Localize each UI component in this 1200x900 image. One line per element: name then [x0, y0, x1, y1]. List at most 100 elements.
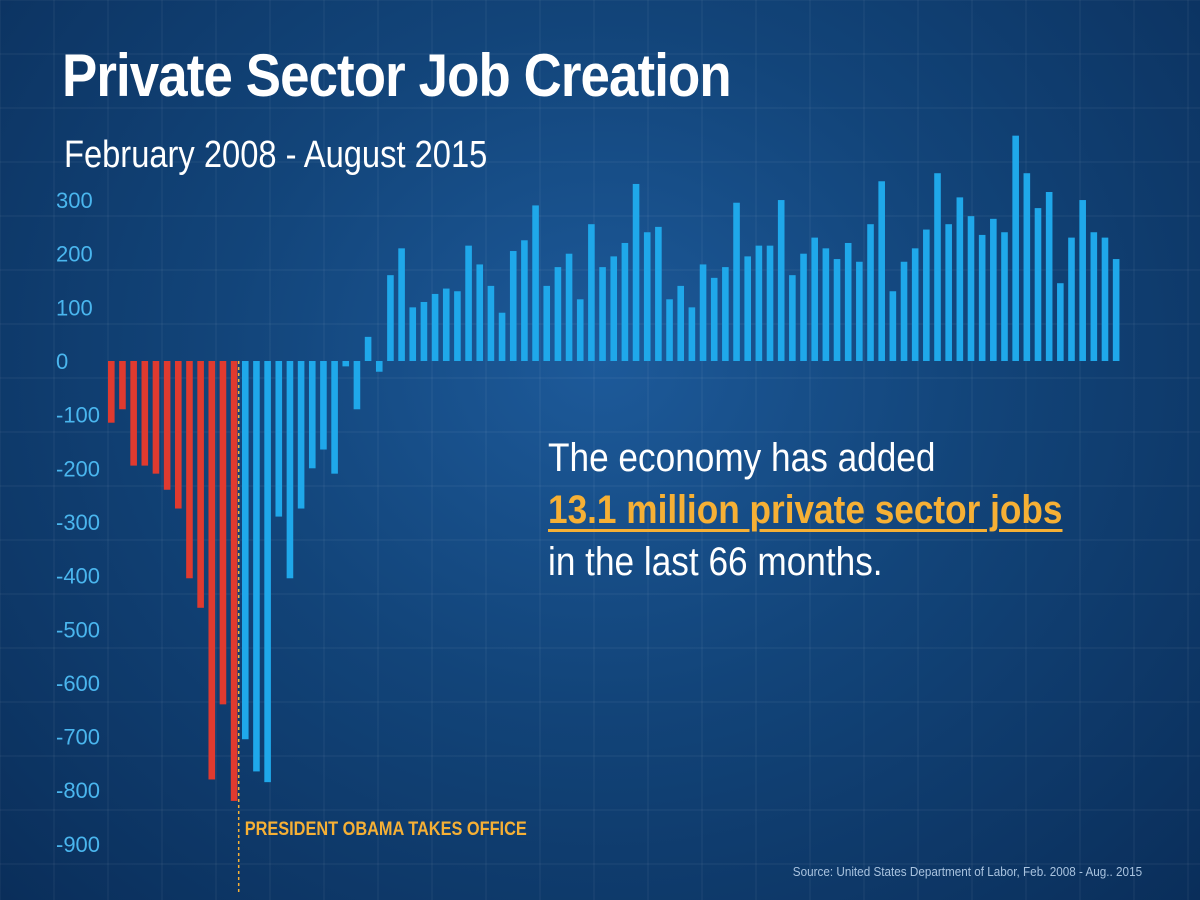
- bar-post-obama: [1112, 259, 1120, 361]
- y-tick-label: -300: [56, 510, 100, 535]
- y-tick-label: -900: [56, 832, 100, 857]
- bar-pre-obama: [152, 361, 160, 474]
- bar-post-obama: [867, 224, 874, 361]
- bar-post-obama: [521, 240, 528, 361]
- bar-post-obama: [911, 248, 919, 361]
- bar-post-obama: [1101, 237, 1109, 361]
- y-tick-label: 100: [56, 295, 93, 320]
- bar-post-obama: [364, 336, 372, 361]
- bar-post-obama: [431, 293, 439, 361]
- bar-post-obama: [643, 232, 651, 361]
- y-tick-label: -700: [56, 725, 100, 750]
- bar-post-obama: [253, 361, 260, 772]
- bar-post-obama: [722, 267, 729, 361]
- bar-post-obama: [978, 234, 986, 361]
- bar-post-obama: [688, 307, 696, 361]
- bar-post-obama: [264, 361, 271, 783]
- bar-post-obama: [744, 256, 751, 361]
- bar-post-obama: [1034, 208, 1042, 361]
- bar-post-obama: [1023, 173, 1031, 361]
- bar-post-obama: [1090, 232, 1098, 361]
- bar-post-obama: [923, 229, 930, 361]
- bar-post-obama: [699, 264, 707, 361]
- bar-post-obama: [532, 205, 539, 361]
- bar-post-obama: [632, 183, 640, 361]
- bar-post-obama: [297, 361, 305, 509]
- bar-pre-obama: [130, 361, 137, 466]
- page-subtitle: February 2008 - August 2015: [64, 134, 488, 176]
- bar-pre-obama: [197, 361, 204, 608]
- bar-post-obama: [655, 226, 662, 362]
- bar-post-obama: [1079, 200, 1086, 361]
- y-tick-label: -200: [56, 456, 100, 481]
- office-annotation: PRESIDENT OBAMA TAKES OFFICE: [245, 818, 527, 839]
- bar-post-obama: [588, 224, 595, 361]
- y-tick-label: 200: [56, 242, 93, 267]
- bar-post-obama: [967, 216, 975, 361]
- bar-post-obama: [409, 307, 417, 361]
- bar-post-obama: [387, 275, 394, 361]
- bar-pre-obama: [186, 361, 193, 579]
- bar-post-obama: [565, 253, 573, 361]
- bar-post-obama: [442, 288, 450, 361]
- page-title: Private Sector Job Creation: [62, 42, 732, 109]
- bar-post-obama: [509, 251, 517, 361]
- y-tick-label: 300: [56, 188, 93, 213]
- bar-pre-obama: [219, 361, 227, 705]
- y-tick-label: -100: [56, 403, 100, 428]
- bar-post-obama: [1012, 135, 1019, 361]
- bar-post-obama: [420, 301, 428, 361]
- bar-post-obama: [498, 312, 506, 361]
- bar-post-obama: [308, 361, 316, 469]
- bar-post-obama: [353, 361, 361, 410]
- bar-post-obama: [822, 248, 830, 361]
- bar-post-obama: [1057, 283, 1064, 361]
- bar-post-obama: [666, 299, 673, 361]
- bar-post-obama: [543, 285, 551, 361]
- bar-post-obama: [487, 285, 495, 361]
- bar-post-obama: [956, 197, 964, 361]
- bar-post-obama: [610, 256, 618, 361]
- bar-post-obama: [800, 253, 807, 361]
- bar-post-obama: [1045, 192, 1053, 361]
- bar-post-obama: [320, 361, 327, 450]
- bar-post-obama: [375, 361, 383, 372]
- bar-post-obama: [576, 299, 584, 361]
- callout-highlight: 13.1 million private sector jobs: [548, 488, 1063, 532]
- y-tick-label: 0: [56, 349, 68, 374]
- bar-post-obama: [900, 261, 908, 361]
- bar-post-obama: [465, 245, 472, 361]
- bar-post-obama: [733, 202, 740, 361]
- bar-post-obama: [554, 267, 562, 361]
- bar-pre-obama: [108, 361, 115, 423]
- bar-pre-obama: [174, 361, 182, 509]
- bar-post-obama: [275, 361, 283, 517]
- y-tick-label: -400: [56, 564, 100, 589]
- bar-post-obama: [476, 264, 484, 361]
- bar-post-obama: [945, 224, 952, 361]
- bar-post-obama: [878, 181, 885, 361]
- bar-post-obama: [710, 277, 718, 361]
- bar-pre-obama: [163, 361, 171, 490]
- y-tick-label: -500: [56, 617, 100, 642]
- bar-pre-obama: [230, 361, 238, 801]
- bar-post-obama: [777, 200, 785, 361]
- bar-post-obama: [889, 291, 897, 361]
- callout-line-1: The economy has added: [548, 436, 936, 480]
- bar-post-obama: [844, 242, 852, 361]
- bar-post-obama: [599, 267, 606, 361]
- bar-post-obama: [398, 248, 405, 361]
- bar-pre-obama: [119, 361, 126, 410]
- callout-text: The economy has added 13.1 million priva…: [548, 432, 1062, 588]
- y-tick-label: -600: [56, 671, 100, 696]
- y-tick-label: -800: [56, 778, 100, 803]
- bar-post-obama: [241, 361, 249, 740]
- bar-post-obama: [755, 245, 763, 361]
- bar-post-obama: [454, 291, 461, 361]
- bar-post-obama: [990, 218, 997, 361]
- bar-post-obama: [766, 245, 774, 361]
- bar-post-obama: [286, 361, 294, 579]
